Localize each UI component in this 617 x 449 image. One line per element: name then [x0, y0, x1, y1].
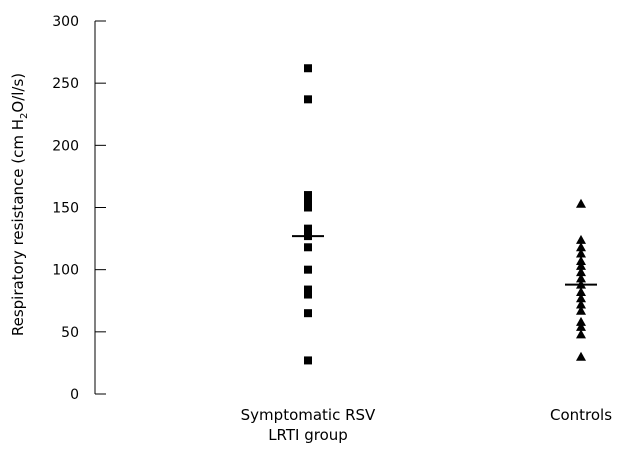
y-axis-title-suffix: O/l/s): [9, 73, 27, 113]
x-category-label: Controls: [550, 406, 612, 424]
y-tick-label: 100: [52, 263, 79, 279]
y-axis: 0 50 100 150 200 250 300: [52, 14, 106, 403]
data-point-square: [304, 265, 312, 274]
data-point-triangle: [576, 321, 586, 331]
data-point-square: [304, 197, 312, 206]
data-point-square: [304, 290, 312, 299]
data-point-square: [304, 243, 312, 252]
data-point-square: [304, 309, 312, 318]
mean-lines: [292, 235, 597, 286]
data-point-triangle: [576, 287, 586, 297]
data-point-triangle: [576, 293, 586, 303]
data-point-square: [304, 203, 312, 212]
data-point-square: [304, 191, 312, 200]
y-tick-label: 200: [52, 138, 79, 154]
data-point-square: [304, 64, 312, 73]
data-point-square: [304, 224, 312, 233]
y-tick-label: 300: [52, 14, 79, 30]
data-point-square: [304, 95, 312, 104]
data-point-triangle: [576, 329, 586, 339]
data-point-triangle: [576, 299, 586, 309]
data-point-triangle: [576, 316, 586, 326]
y-tick-label: 250: [52, 76, 79, 92]
data-points: [304, 64, 586, 365]
y-tick-label: 150: [52, 201, 79, 217]
y-axis-title-subscript: 2: [19, 113, 30, 119]
y-tick-label: 50: [61, 325, 79, 341]
y-tick-label: 0: [70, 387, 79, 403]
x-category-label: LRTI group: [268, 426, 348, 444]
y-ticks: 0 50 100 150 200 250 300: [52, 14, 106, 403]
x-category-labels: Symptomatic RSV LRTI group Controls: [241, 406, 613, 444]
data-point-triangle: [576, 248, 586, 258]
data-point-triangle: [576, 198, 586, 208]
data-point-triangle: [576, 267, 586, 277]
data-point-triangle: [576, 255, 586, 265]
data-point-triangle: [576, 242, 586, 252]
data-point-square: [304, 285, 312, 294]
data-point-triangle: [576, 273, 586, 283]
data-point-triangle: [576, 305, 586, 315]
x-category-label: Symptomatic RSV: [241, 406, 376, 424]
data-point-triangle: [576, 351, 586, 361]
y-axis-title: Respiratory resistance (cm H2O/l/s): [9, 73, 30, 336]
data-point-triangle: [576, 234, 586, 244]
data-point-square: [304, 356, 312, 365]
data-point-triangle: [576, 260, 586, 270]
y-axis-title-prefix: Respiratory resistance (cm H: [9, 119, 27, 336]
